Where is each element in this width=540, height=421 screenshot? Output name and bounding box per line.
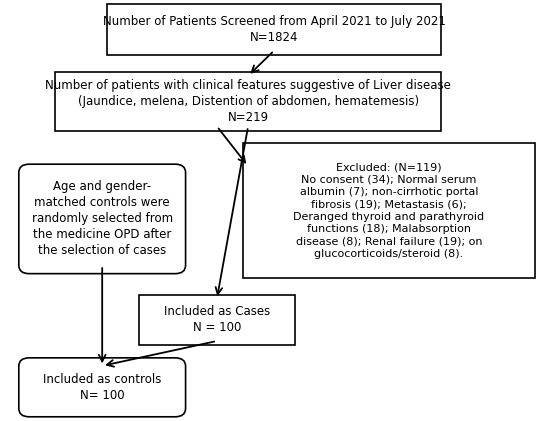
FancyBboxPatch shape: [243, 143, 535, 278]
FancyBboxPatch shape: [55, 72, 441, 131]
Text: Number of Patients Screened from April 2021 to July 2021
N=1824: Number of Patients Screened from April 2…: [103, 15, 446, 44]
Text: Number of patients with clinical features suggestive of Liver disease
(Jaundice,: Number of patients with clinical feature…: [45, 79, 451, 123]
FancyBboxPatch shape: [107, 4, 441, 55]
Text: Included as Cases
N = 100: Included as Cases N = 100: [164, 306, 270, 334]
FancyBboxPatch shape: [19, 164, 186, 274]
FancyBboxPatch shape: [19, 358, 186, 417]
Text: Excluded: (N=119)
No consent (34); Normal serum
albumin (7); non-cirrhotic porta: Excluded: (N=119) No consent (34); Norma…: [293, 162, 484, 259]
FancyBboxPatch shape: [139, 295, 295, 345]
Text: Included as controls
N= 100: Included as controls N= 100: [43, 373, 161, 402]
Text: Age and gender-
matched controls were
randomly selected from
the medicine OPD af: Age and gender- matched controls were ra…: [32, 181, 173, 257]
